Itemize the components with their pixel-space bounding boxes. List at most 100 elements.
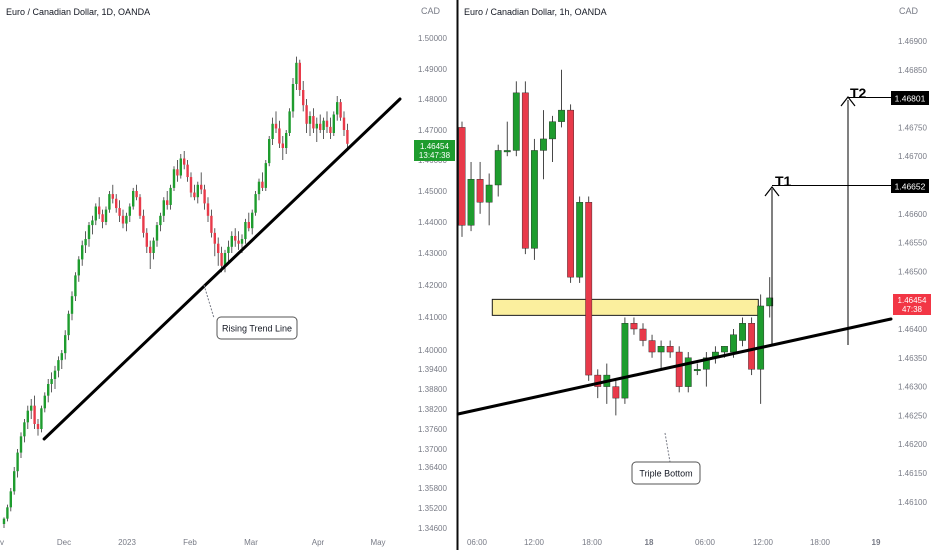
left-candle-body <box>74 275 77 297</box>
left-candle-body <box>67 313 70 336</box>
rising-trend-line[interactable] <box>42 97 402 441</box>
right-candle-body <box>748 323 756 370</box>
left-candle-body <box>257 181 261 195</box>
left-x-tick-label: Mar <box>244 538 258 547</box>
right-y-tick-label: 1.46400 <box>898 325 927 334</box>
t2-price-tag: 1.46801 <box>895 94 926 104</box>
left-candle-body <box>132 191 135 207</box>
left-candle-body <box>121 215 125 224</box>
right-candle-body <box>639 328 647 341</box>
left-candle-body <box>213 232 216 244</box>
left-candle-body <box>145 232 148 247</box>
right-candle-body <box>684 357 692 387</box>
left-candle-body <box>234 235 237 241</box>
t1-price-tag: 1.46652 <box>895 182 926 192</box>
left-candle-body <box>53 370 57 379</box>
left-candle-body <box>261 181 264 188</box>
left-candle-body <box>94 206 97 221</box>
t1-arrow-head <box>764 186 780 197</box>
right-y-tick-label: 1.46350 <box>898 354 927 363</box>
triple-bottom-callout[interactable]: Triple Bottom <box>631 432 701 485</box>
left-candle-body <box>223 253 227 266</box>
left-candle-body <box>128 206 131 216</box>
left-x-edge-label: v <box>0 538 4 547</box>
left-candle-body <box>237 240 240 244</box>
left-candle-body <box>308 116 312 124</box>
right-candle-body <box>621 323 629 399</box>
left-candle-body <box>40 408 43 429</box>
right-candle-body <box>503 150 511 153</box>
right-x-tick-label: 12:00 <box>753 538 774 547</box>
left-candle-body <box>220 253 223 266</box>
right-candle-body <box>657 346 665 353</box>
left-candle-body <box>210 215 213 233</box>
right-candle-body <box>576 202 584 278</box>
right-time-axis[interactable]: 06:00 12:00 18:00 18 06:00 12:00 18:00 19 <box>467 538 881 547</box>
left-y-tick-label: 1.38800 <box>418 385 447 394</box>
left-candle-body <box>33 405 36 424</box>
target-t1[interactable]: T1 1.46652 <box>764 173 929 345</box>
right-candle-body <box>702 357 710 370</box>
left-candle-body <box>264 163 267 188</box>
right-candle-body <box>521 92 529 249</box>
left-candle-body <box>6 507 9 519</box>
left-candle-body <box>60 353 63 361</box>
left-candle-body <box>200 184 203 190</box>
left-candle-body <box>179 158 182 176</box>
callout-box <box>216 316 298 340</box>
left-candle-body <box>36 424 40 429</box>
right-candle-body <box>630 323 638 330</box>
rising-trend-line-callout[interactable]: Rising Trend Line <box>203 284 298 340</box>
right-currency-label: CAD <box>899 6 919 16</box>
left-candle-body <box>302 90 305 106</box>
left-x-tick-label: Dec <box>57 538 71 547</box>
left-candle-body <box>50 379 53 384</box>
right-candle-body <box>485 184 493 203</box>
right-candle-body <box>739 323 746 341</box>
left-x-tick-label: Feb <box>183 538 197 547</box>
left-y-tick-label: 1.37600 <box>418 425 447 434</box>
left-x-tick-label: 2023 <box>118 538 136 547</box>
left-candle-body <box>247 222 250 229</box>
left-candle-body <box>329 126 332 133</box>
right-last-price: 1.46454 <box>898 296 927 305</box>
right-y-tick-label: 1.46600 <box>898 210 927 219</box>
left-candle-body <box>104 209 108 222</box>
triple-bottom-box <box>631 461 701 485</box>
right-y-tick-label: 1.46200 <box>898 440 927 449</box>
target-t2[interactable]: T2 1.46801 <box>840 85 929 345</box>
left-candle-body <box>217 243 220 253</box>
left-candle-body <box>70 296 74 314</box>
left-y-tick-label: 1.44000 <box>418 218 447 227</box>
left-y-tick-label: 1.35200 <box>418 504 447 513</box>
left-candle-body <box>155 225 159 241</box>
right-y-tick-label: 1.46550 <box>898 239 927 248</box>
left-candle-body <box>203 189 206 204</box>
left-candle-body <box>254 194 257 213</box>
right-last-price-tag: 1.46454 47:38 <box>893 294 931 315</box>
left-candle-body <box>332 114 335 133</box>
right-candle-body <box>512 92 520 151</box>
left-candle-body <box>271 123 274 139</box>
left-candle-body <box>138 197 142 216</box>
left-candle-body <box>305 105 308 124</box>
right-x-tick-label: 19 <box>872 538 881 547</box>
support-trend-line[interactable] <box>456 317 893 416</box>
support-zone[interactable] <box>491 298 759 316</box>
right-candle-body <box>594 374 602 387</box>
left-candle-body <box>111 194 114 199</box>
t1-label: T1 <box>775 173 792 189</box>
left-candle-body <box>291 84 295 112</box>
right-candle-body <box>675 351 683 387</box>
left-candle-body <box>315 123 318 129</box>
left-candle-body <box>115 198 118 209</box>
right-candle-body <box>585 202 593 376</box>
left-x-tick-label: May <box>370 538 385 547</box>
right-y-tick-label: 1.46500 <box>898 267 927 276</box>
left-candle-body <box>274 123 278 129</box>
left-candle-body <box>319 123 322 130</box>
left-chart-title: Euro / Canadian Dollar, 1D, OANDA <box>6 7 150 17</box>
left-time-axis[interactable]: Dec 2023 Feb Mar Apr May v <box>0 538 386 547</box>
right-candle-body <box>757 305 765 370</box>
